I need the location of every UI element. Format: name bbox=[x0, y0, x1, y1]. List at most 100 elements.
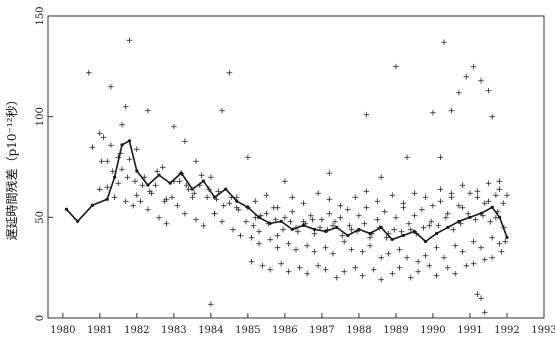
y-tick-label-0: 0 bbox=[35, 315, 46, 321]
data-point-0-219: + bbox=[396, 264, 404, 274]
data-point-0-142: + bbox=[348, 246, 356, 256]
data-point-0-230: + bbox=[498, 248, 506, 258]
data-point-0-21: + bbox=[377, 173, 385, 183]
data-point-0-99: + bbox=[390, 225, 398, 235]
data-point-0-72: + bbox=[190, 189, 198, 199]
data-point-0-232: + bbox=[263, 191, 271, 201]
trend-point-1-6 bbox=[127, 139, 132, 143]
data-point-0-144: + bbox=[366, 242, 374, 252]
data-point-0-193: + bbox=[418, 205, 426, 215]
x-tick-label-2: 1982 bbox=[124, 325, 149, 336]
trend-point-1-30 bbox=[390, 237, 394, 242]
data-point-0-163: + bbox=[140, 173, 148, 183]
data-point-0-84: + bbox=[279, 225, 287, 235]
x-tick-label-8: 1988 bbox=[346, 325, 371, 336]
data-point-0-49: + bbox=[329, 221, 337, 231]
data-point-0-184: + bbox=[337, 213, 345, 223]
data-point-0-140: + bbox=[329, 250, 337, 260]
data-point-0-88: + bbox=[309, 215, 317, 225]
data-point-0-42: + bbox=[203, 193, 211, 203]
data-point-0-29: + bbox=[462, 72, 470, 82]
data-point-0-91: + bbox=[331, 217, 339, 227]
data-point-0-162: + bbox=[133, 191, 141, 201]
data-point-0-149: + bbox=[414, 258, 422, 268]
data-point-0-55: + bbox=[444, 209, 452, 219]
data-point-0-30: + bbox=[470, 62, 478, 72]
trend-point-1-11 bbox=[179, 171, 183, 175]
data-point-0-125: + bbox=[192, 215, 200, 225]
data-point-0-243: + bbox=[400, 199, 408, 209]
data-point-0-117: + bbox=[118, 165, 126, 175]
data-point-0-18: + bbox=[281, 177, 289, 187]
data-point-0-138: + bbox=[311, 248, 319, 258]
data-point-0-36: + bbox=[96, 185, 104, 195]
data-point-0-132: + bbox=[255, 240, 263, 250]
data-point-0-106: + bbox=[442, 213, 450, 223]
trend-point-1-40 bbox=[497, 215, 502, 219]
data-point-0-123: + bbox=[174, 201, 182, 211]
data-point-0-113: + bbox=[494, 207, 502, 217]
data-point-0-200: + bbox=[485, 197, 493, 207]
data-point-0-197: + bbox=[455, 201, 463, 211]
data-point-0-209: + bbox=[303, 270, 311, 280]
data-point-0-182: + bbox=[318, 215, 326, 225]
data-point-0-41: + bbox=[185, 185, 193, 195]
data-point-0-15: + bbox=[218, 107, 226, 117]
data-point-0-89: + bbox=[316, 223, 324, 233]
data-point-0-94: + bbox=[353, 227, 361, 237]
data-point-0-124: + bbox=[181, 209, 189, 219]
data-point-0-173: + bbox=[233, 193, 241, 203]
data-point-0-248: + bbox=[459, 181, 467, 191]
data-point-0-251: + bbox=[496, 185, 504, 195]
data-point-0-212: + bbox=[333, 274, 341, 284]
data-point-0-25: + bbox=[437, 153, 445, 163]
data-point-0-110: + bbox=[472, 215, 480, 225]
data-point-0-7: + bbox=[122, 103, 130, 113]
x-tick-label-10: 1990 bbox=[420, 325, 445, 336]
data-point-0-170: + bbox=[207, 173, 215, 183]
data-point-0-250: + bbox=[485, 179, 493, 189]
data-point-0-83: + bbox=[272, 215, 280, 225]
data-point-0-254: + bbox=[481, 308, 489, 318]
data-point-0-60: + bbox=[98, 157, 106, 167]
data-point-0-234: + bbox=[289, 193, 297, 203]
data-point-0-39: + bbox=[148, 189, 156, 199]
data-point-0-176: + bbox=[263, 209, 271, 219]
data-point-0-111: + bbox=[479, 211, 487, 221]
trend-point-1-21 bbox=[290, 227, 294, 232]
data-point-0-148: + bbox=[403, 254, 411, 264]
trend-point-1-32 bbox=[412, 229, 417, 234]
data-point-0-168: + bbox=[189, 193, 197, 203]
data-point-0-101: + bbox=[405, 219, 413, 229]
data-point-0-133: + bbox=[266, 235, 274, 245]
data-point-0-195: + bbox=[437, 197, 445, 207]
data-point-0-9: + bbox=[133, 145, 141, 155]
data-point-0-65: + bbox=[139, 181, 147, 191]
data-point-0-24: + bbox=[429, 109, 437, 119]
scatter-points: ++++++++++++++++++++++++++++++++++++++++… bbox=[85, 36, 511, 318]
trend-point-1-14 bbox=[212, 195, 217, 199]
data-point-0-235: + bbox=[300, 199, 308, 209]
data-point-0-108: + bbox=[457, 219, 465, 229]
trend-point-1-24 bbox=[324, 229, 328, 234]
data-point-0-56: + bbox=[459, 203, 467, 213]
data-point-0-26: + bbox=[440, 38, 448, 48]
data-point-0-31: + bbox=[477, 76, 485, 86]
x-axis: 1980 1981 1982 1983 1984 1985 1986 1987 1988 1989… bbox=[50, 313, 555, 336]
data-point-0-67: + bbox=[153, 167, 161, 177]
data-point-0-33: + bbox=[488, 113, 496, 123]
x-tick-label-7: 1987 bbox=[309, 325, 334, 336]
data-point-0-129: + bbox=[229, 225, 237, 235]
data-point-0-78: + bbox=[235, 205, 243, 215]
data-point-0-10: + bbox=[144, 107, 152, 117]
trend-point-1-9 bbox=[157, 173, 161, 177]
data-point-0-86: + bbox=[294, 227, 302, 237]
data-point-0-77: + bbox=[227, 193, 235, 203]
trend-point-1-13 bbox=[201, 179, 206, 183]
data-point-0-231: + bbox=[252, 197, 260, 207]
data-point-0-237: + bbox=[326, 195, 334, 205]
data-point-0-20: + bbox=[363, 111, 371, 121]
data-point-0-196: + bbox=[448, 193, 456, 203]
data-point-0-177: + bbox=[270, 203, 278, 213]
